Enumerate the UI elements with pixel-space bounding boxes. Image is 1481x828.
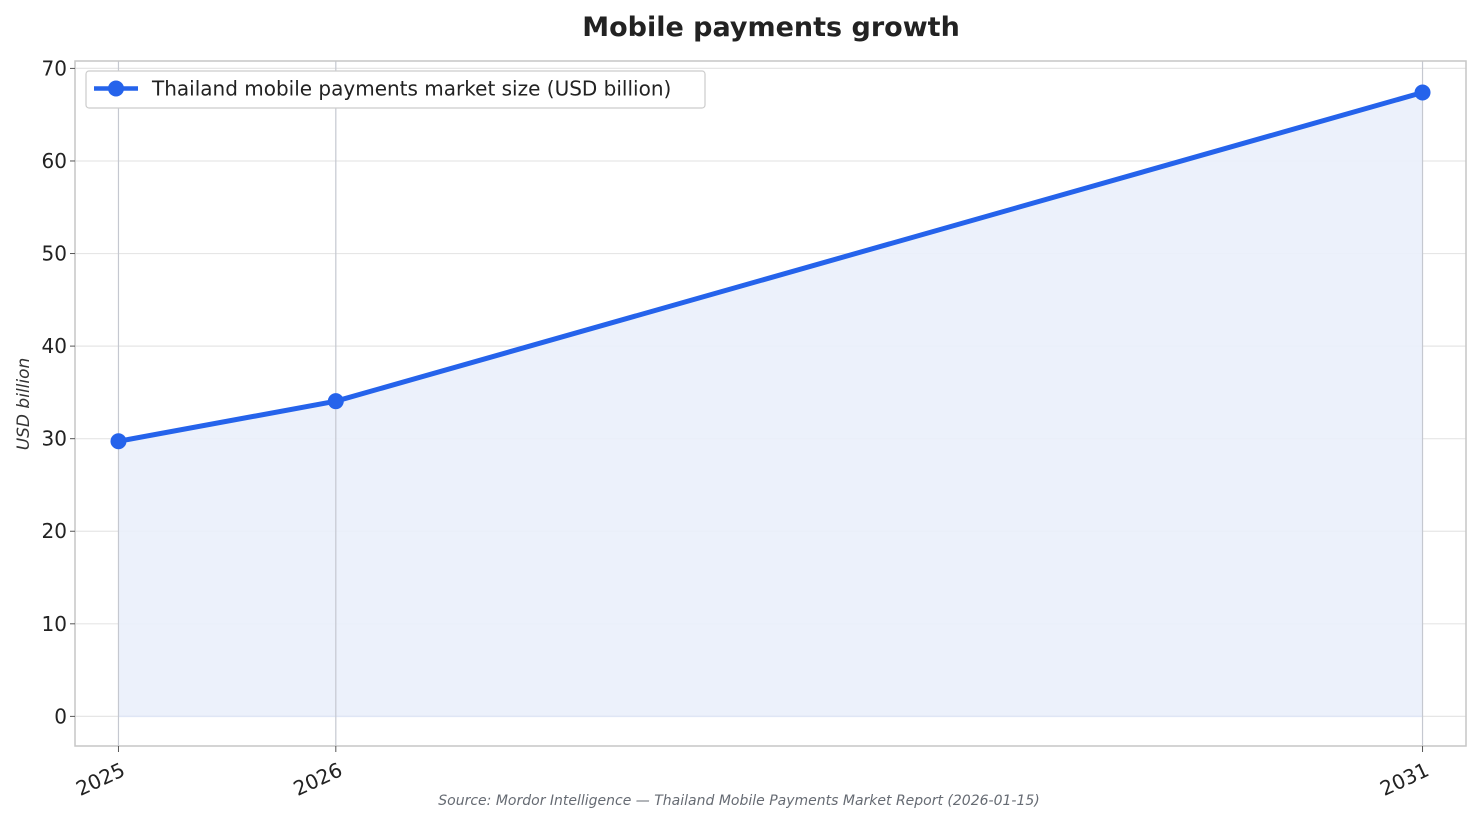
data-point-layer bbox=[110, 84, 1431, 450]
legend: Thailand mobile payments market size (US… bbox=[85, 70, 706, 109]
y-tick-label: 0 bbox=[54, 704, 67, 728]
y-tick-label: 10 bbox=[42, 612, 67, 636]
legend-marker-swatch bbox=[108, 80, 124, 97]
data-point bbox=[327, 393, 344, 410]
y-tick-label: 70 bbox=[42, 56, 67, 80]
area-fill bbox=[118, 92, 1423, 717]
y-tick-label: 40 bbox=[42, 334, 67, 358]
data-point bbox=[1414, 84, 1431, 101]
y-tick-label: 60 bbox=[42, 149, 67, 173]
chart-title: Mobile payments growth bbox=[582, 12, 960, 43]
data-point bbox=[110, 433, 127, 450]
x-tick-label: 2031 bbox=[1376, 757, 1432, 800]
y-axis-ticks: 0 10 20 30 40 50 60 70 bbox=[42, 56, 75, 728]
y-tick-label: 50 bbox=[42, 242, 67, 266]
y-axis-label: USD billion bbox=[14, 358, 34, 451]
y-tick-label: 20 bbox=[42, 519, 67, 543]
legend-box bbox=[85, 70, 706, 109]
source-note: Source: Mordor Intelligence — Thailand M… bbox=[438, 793, 1039, 809]
plot-frame bbox=[74, 60, 1467, 747]
legend-label: Thailand mobile payments market size (US… bbox=[151, 77, 671, 101]
y-tick-label: 30 bbox=[42, 427, 67, 451]
x-tick-label: 2025 bbox=[72, 757, 128, 800]
x-tick-label: 2026 bbox=[290, 757, 346, 800]
